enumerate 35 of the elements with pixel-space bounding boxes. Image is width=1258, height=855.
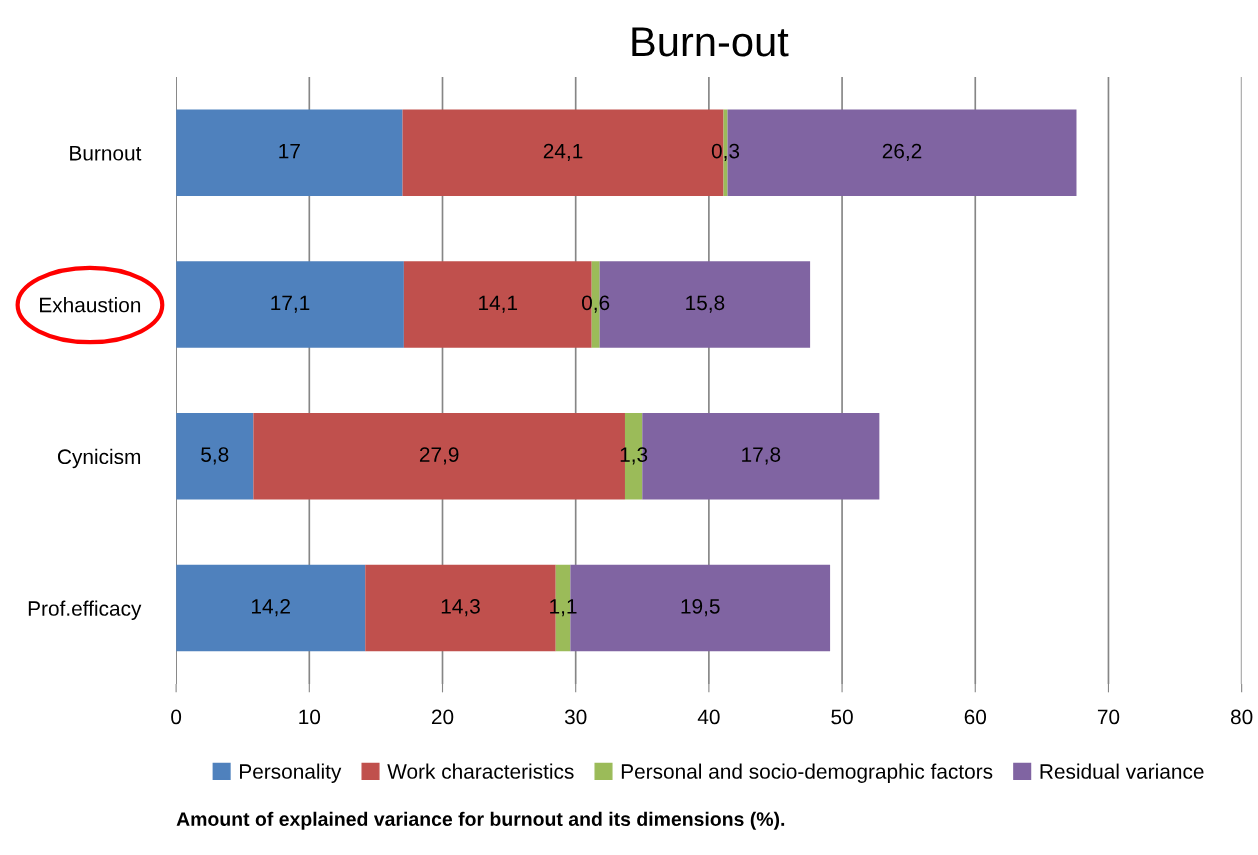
y-tick-label: Burnout — [70, 146, 142, 161]
data-label: 5,8 — [201, 447, 229, 465]
y-tick-label: Exhaustion — [40, 297, 141, 313]
legend-label: Residual variance — [1040, 763, 1204, 779]
bar — [176, 564, 366, 652]
data-label: 17,1 — [271, 295, 310, 313]
x-tick-label: 60 — [964, 709, 987, 725]
data-label: 14,2 — [252, 598, 290, 617]
x-tick-label: 10 — [299, 709, 321, 725]
x-tick-label: 80 — [1230, 709, 1253, 725]
legend-label: Personal and socio-demographic factors — [621, 763, 993, 783]
data-label: 17 — [279, 143, 300, 159]
x-tick-label: 20 — [431, 709, 454, 725]
x-tick-label: 40 — [697, 709, 720, 725]
legend-label: Work characteristics — [387, 763, 574, 779]
bar — [176, 413, 254, 500]
data-label: 26,2 — [882, 143, 922, 161]
y-tick-label: Cynicism — [57, 448, 141, 469]
bar — [176, 109, 403, 197]
data-label: 17,8 — [742, 447, 781, 465]
data-label: 15,8 — [686, 295, 725, 313]
x-tick-label: 70 — [1097, 709, 1120, 725]
data-label: 27,9 — [419, 447, 459, 465]
chart-title: Burn-out — [632, 27, 789, 57]
x-tick-label: 0 — [171, 709, 182, 725]
x-tick-label: 30 — [564, 709, 587, 725]
data-label: 19,5 — [681, 598, 720, 617]
text: Amount of explained variance for burnout and its dimensions (%). — [176, 811, 785, 830]
x-tick-label: 50 — [831, 709, 853, 725]
bar — [176, 261, 404, 348]
y-tick-label: Prof.efficacy — [28, 600, 142, 620]
data-label: 14,3 — [441, 598, 480, 617]
legend-label: Personality — [240, 763, 342, 783]
data-label: 24,1 — [543, 143, 583, 161]
data-label: 14,1 — [479, 295, 518, 313]
